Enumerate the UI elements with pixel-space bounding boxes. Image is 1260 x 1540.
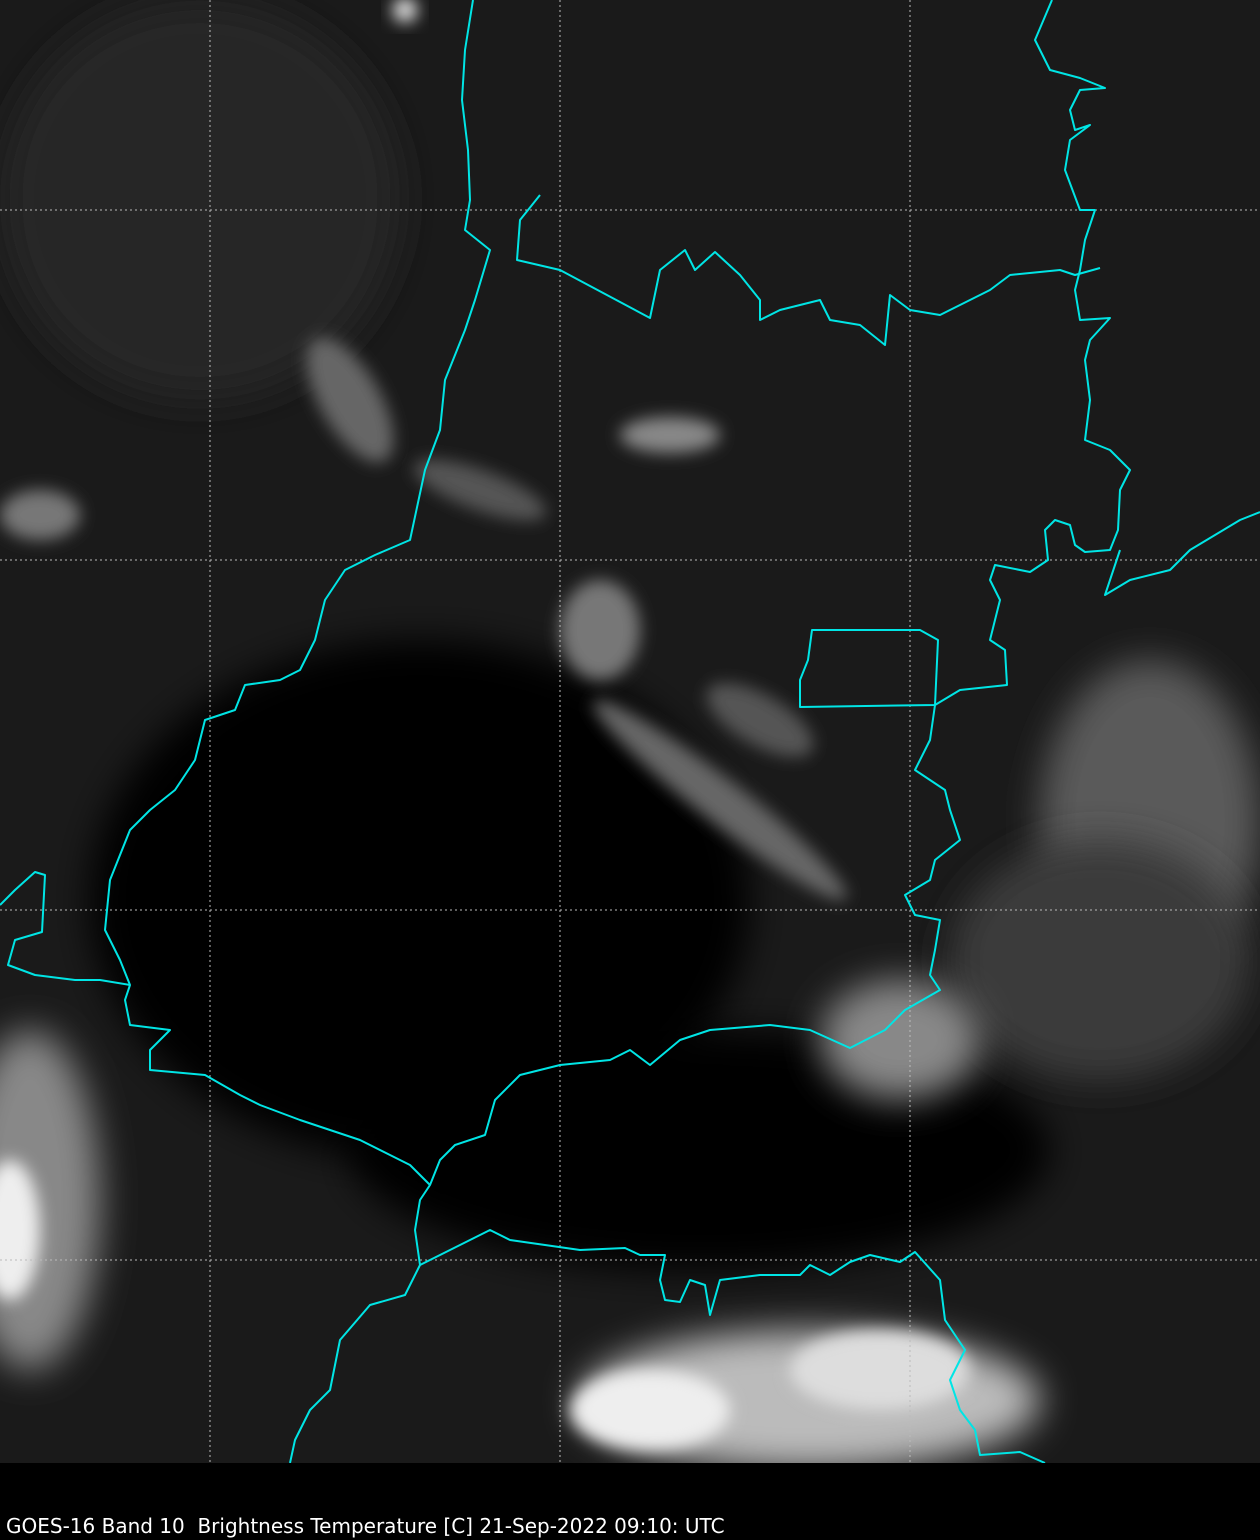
border-east: [429, 0, 1131, 1186]
map-canvas: [0, 0, 1260, 1463]
border-federal-district: [799, 629, 939, 708]
border-northeast: [1104, 511, 1260, 596]
border-west-small: [0, 871, 131, 986]
boundaries: [0, 0, 1260, 1463]
border-south: [419, 1229, 1046, 1463]
border-west: [104, 0, 491, 1463]
gridlines: [0, 0, 1260, 1463]
border-north: [516, 194, 1101, 346]
cloud-layer: [0, 0, 1260, 1463]
image-caption: GOES-16 Band 10 Brightness Temperature […: [6, 1514, 725, 1538]
